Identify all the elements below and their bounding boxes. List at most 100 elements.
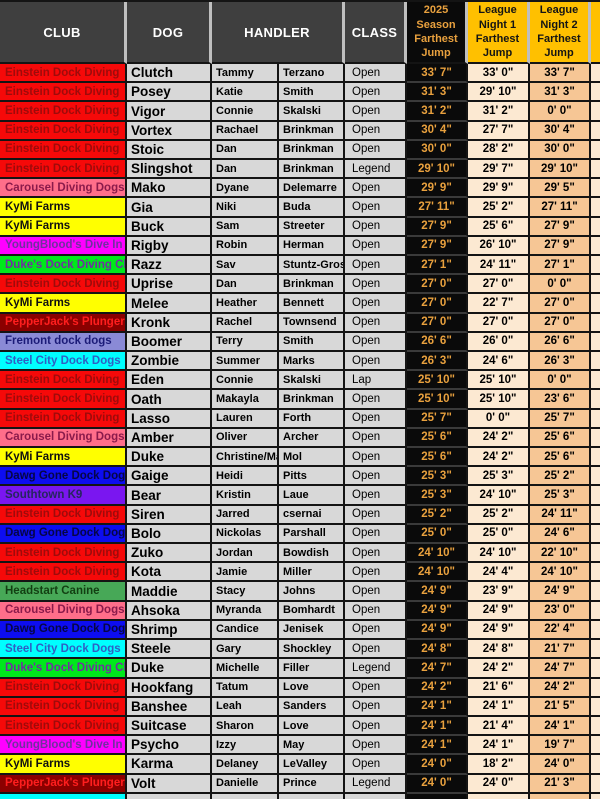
table-row: Einstein Dock Diving Slingshot Dan Brink… bbox=[0, 160, 600, 180]
handler-last-cell: Herman bbox=[279, 236, 345, 257]
club-cell: Einstein Dock Diving bbox=[0, 390, 127, 410]
handler-last-cell: Bomhardt bbox=[279, 601, 345, 621]
handler-first-cell: Sam bbox=[212, 217, 279, 237]
clipped-column-cell bbox=[591, 601, 600, 621]
clipped-column-cell bbox=[591, 486, 600, 506]
night2-jump-cell: 19' 7" bbox=[530, 736, 591, 756]
night2-jump-cell: 27' 0" bbox=[530, 313, 591, 333]
dog-cell: Hookfang bbox=[127, 678, 212, 698]
clipped-column-cell bbox=[591, 620, 600, 641]
handler-last-cell: May bbox=[279, 736, 345, 756]
night2-jump-cell: 30' 0" bbox=[530, 140, 591, 161]
night1-jump-cell: 24' 9" bbox=[468, 620, 530, 641]
night2-jump-cell: 22' 4" bbox=[530, 620, 591, 641]
handler-last-cell: Brinkman bbox=[279, 160, 345, 180]
handler-first-cell: Niki bbox=[212, 198, 279, 218]
header-season-farthest-jump: 2025 Season Farthest Jump bbox=[407, 2, 468, 64]
dog-cell: Banshee bbox=[127, 697, 212, 717]
handler-last-cell: Laue bbox=[279, 486, 345, 506]
handler-last-cell: Bennett bbox=[279, 294, 345, 314]
clipped-column-cell bbox=[591, 544, 600, 564]
class-cell: Open bbox=[345, 697, 407, 717]
night1-jump-cell: 25' 6" bbox=[468, 217, 530, 237]
season-jump-cell: 25' 7" bbox=[407, 409, 468, 429]
handler-last-cell: Skalski bbox=[279, 102, 345, 122]
dog-cell: Vortex bbox=[127, 121, 212, 141]
handler-first-cell: Danielle bbox=[212, 774, 279, 794]
clipped-column-cell bbox=[591, 659, 600, 679]
night1-jump-cell: 24' 1" bbox=[468, 697, 530, 717]
club-cell: Einstein Dock Diving bbox=[0, 678, 127, 698]
dog-cell: Uprise bbox=[127, 275, 212, 295]
club-cell: Einstein Dock Diving bbox=[0, 160, 127, 180]
clipped-column-cell bbox=[591, 409, 600, 429]
club-cell: PepperJack's Plungers bbox=[0, 774, 127, 794]
night1-jump-cell: 25' 10" bbox=[468, 371, 530, 391]
club-cell: Einstein Dock Diving bbox=[0, 716, 127, 737]
table-row: Carousel Diving Dogs Amber Oliver Archer… bbox=[0, 428, 600, 449]
season-jump-cell: 25' 0" bbox=[407, 524, 468, 545]
night1-jump-cell: 29' 7" bbox=[468, 160, 530, 180]
night2-jump-cell: 27' 1" bbox=[530, 256, 591, 276]
handler-first-cell: Heather bbox=[212, 294, 279, 314]
dog-cell: Gia bbox=[127, 198, 212, 218]
night2-jump-cell: 25' 3" bbox=[530, 486, 591, 506]
handler-first-cell: Leah bbox=[212, 697, 279, 717]
dog-cell: Bear bbox=[127, 486, 212, 506]
season-jump-cell: 26' 3" bbox=[407, 352, 468, 372]
club-cell: KyMi Farms bbox=[0, 217, 127, 237]
handler-last-cell: Stuntz-Grosse bbox=[279, 256, 345, 276]
night2-jump-cell: 33' 7" bbox=[530, 64, 591, 84]
handler-last-cell: Parshall bbox=[279, 524, 345, 545]
class-cell: Open bbox=[345, 275, 407, 295]
header-handler: HANDLER bbox=[212, 2, 345, 64]
night1-jump-cell bbox=[468, 793, 530, 799]
table-row: Steel City Dock Dogs Steele Gary Shockle… bbox=[0, 640, 600, 660]
handler-first-cell: Myranda bbox=[212, 601, 279, 621]
handler-first-cell: Sav bbox=[212, 256, 279, 276]
night1-jump-cell: 25' 2" bbox=[468, 505, 530, 525]
clipped-column-cell bbox=[591, 198, 600, 218]
class-cell: Open bbox=[345, 448, 407, 468]
handler-last-cell: csernai bbox=[279, 505, 345, 525]
table-row: Einstein Dock Diving Suitcase Sharon Lov… bbox=[0, 716, 600, 737]
handler-first-cell: Summer bbox=[212, 352, 279, 372]
dog-cell: Vigor bbox=[127, 102, 212, 122]
handler-first-cell: Christine/Mar bbox=[212, 448, 279, 468]
club-cell: Carousel Diving Dogs bbox=[0, 601, 127, 621]
season-jump-cell: 25' 3" bbox=[407, 486, 468, 506]
night2-jump-cell: 30' 4" bbox=[530, 121, 591, 141]
handler-last-cell: LeValley bbox=[279, 755, 345, 775]
season-jump-cell: 25' 3" bbox=[407, 467, 468, 487]
class-cell: Open bbox=[345, 256, 407, 276]
clipped-column-cell bbox=[591, 736, 600, 756]
handler-first-cell: Robin bbox=[212, 236, 279, 257]
dog-cell: Posey bbox=[127, 83, 212, 103]
night1-jump-cell: 26' 0" bbox=[468, 332, 530, 353]
clipped-column-cell bbox=[591, 83, 600, 103]
night1-jump-cell: 24' 11" bbox=[468, 256, 530, 276]
table-row: Einstein Dock Diving Vigor Connie Skalsk… bbox=[0, 102, 600, 122]
handler-first-cell: Katie bbox=[212, 83, 279, 103]
table-row: Einstein Dock Diving Clutch Tammy Terzan… bbox=[0, 64, 600, 84]
night2-jump-cell: 23' 0" bbox=[530, 601, 591, 621]
season-jump-cell: 27' 0" bbox=[407, 275, 468, 295]
handler-last-cell: Brinkman bbox=[279, 140, 345, 161]
table-row: Dawg Gone Dock Dogs Shrimp Candice Jenis… bbox=[0, 620, 600, 641]
season-jump-cell: 25' 6" bbox=[407, 428, 468, 449]
season-jump-cell: 27' 0" bbox=[407, 294, 468, 314]
table-row: Einstein Dock Diving Eden Connie Skalski… bbox=[0, 371, 600, 391]
handler-first-cell: Michelle bbox=[212, 659, 279, 679]
season-jump-cell: 27' 11" bbox=[407, 198, 468, 218]
club-cell: Einstein Dock Diving bbox=[0, 409, 127, 429]
night2-jump-cell: 27' 0" bbox=[530, 294, 591, 314]
dog-cell: Melee bbox=[127, 294, 212, 314]
handler-last-cell: Jenisek bbox=[279, 620, 345, 641]
clipped-column-cell bbox=[591, 352, 600, 372]
dog-cell: Slingshot bbox=[127, 160, 212, 180]
club-cell: Einstein Dock Diving bbox=[0, 121, 127, 141]
night2-jump-cell: 0' 0" bbox=[530, 371, 591, 391]
table-row: Einstein Dock Diving Oath Makayla Brinkm… bbox=[0, 390, 600, 410]
clipped-column-cell bbox=[591, 755, 600, 775]
handler-last-cell: Filler bbox=[279, 659, 345, 679]
